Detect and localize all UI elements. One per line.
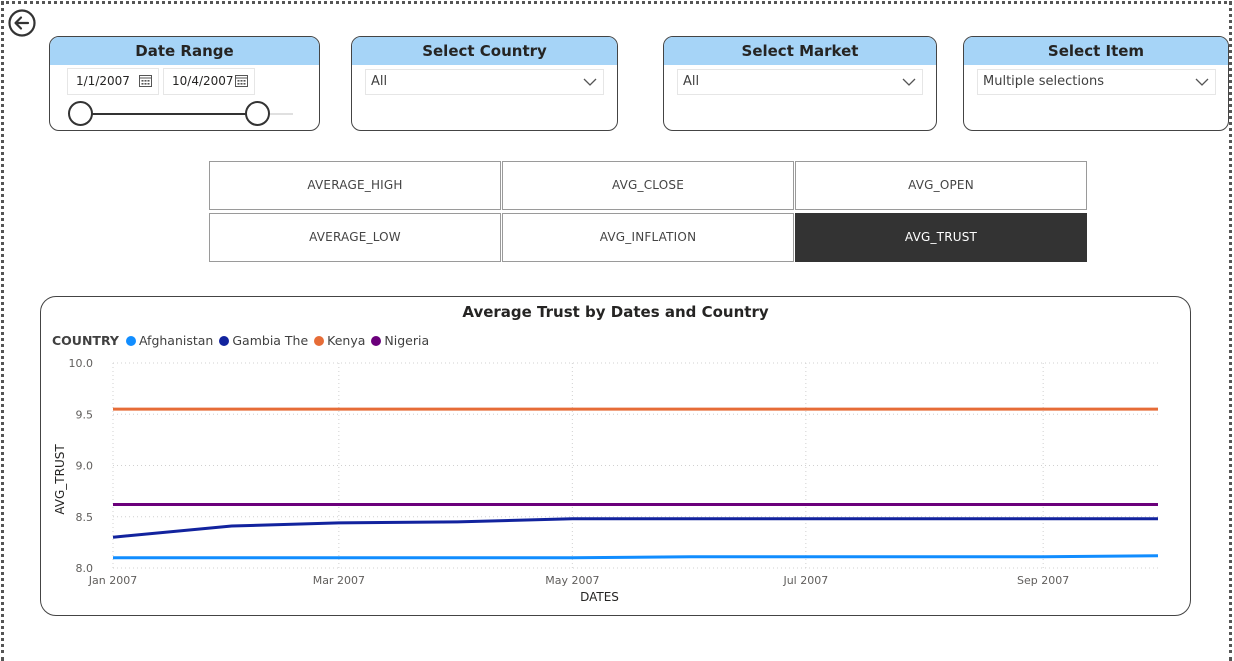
y-tick-label: 10.0 <box>69 357 94 370</box>
legend-item-afghanistan[interactable]: Afghanistan <box>125 333 214 348</box>
item-slicer: Select Item Multiple selections <box>963 36 1229 131</box>
x-axis-title: DATES <box>580 590 619 604</box>
legend-label: Gambia The <box>232 333 309 348</box>
legend-item-kenya[interactable]: Kenya <box>314 333 365 348</box>
market-dropdown-value: All <box>683 74 700 89</box>
measure-button-avg-close[interactable]: AVG_CLOSE <box>502 161 794 210</box>
legend-label: Kenya <box>327 333 366 348</box>
measure-button-avg-trust[interactable]: AVG_TRUST <box>795 213 1087 262</box>
date-range-title: Date Range <box>50 37 319 65</box>
date-slider-rest <box>258 113 293 115</box>
measure-button-average-low[interactable]: AVERAGE_LOW <box>209 213 501 262</box>
end-date-value: 10/4/2007 <box>172 74 234 88</box>
market-slicer-title: Select Market <box>664 37 936 65</box>
chevron-down-icon <box>902 78 916 86</box>
legend-label: Afghanistan <box>138 333 214 348</box>
y-tick-label: 8.5 <box>76 511 94 524</box>
series-line-afghanistan <box>113 554 1159 560</box>
start-date-value: 1/1/2007 <box>76 74 130 88</box>
item-slicer-title: Select Item <box>964 37 1228 65</box>
market-dropdown[interactable]: All <box>677 69 923 95</box>
start-date-input[interactable]: 1/1/2007 <box>67 68 159 95</box>
x-tick-label: Mar 2007 <box>313 574 365 587</box>
legend-marker <box>314 335 325 346</box>
date-slider-start-handle[interactable] <box>68 101 93 126</box>
legend-label: Nigeria <box>384 333 430 348</box>
y-axis-title: AVG_TRUST <box>53 444 67 515</box>
legend-item-gambia[interactable]: Gambia The <box>219 333 308 348</box>
calendar-icon[interactable] <box>235 74 248 87</box>
legend-title: COUNTRY <box>52 333 119 348</box>
x-tick-label: Sep 2007 <box>1017 574 1069 587</box>
country-dropdown[interactable]: All <box>365 69 604 95</box>
date-slider-end-handle[interactable] <box>245 101 270 126</box>
x-tick-label: Jan 2007 <box>88 574 137 587</box>
x-tick-label: May 2007 <box>545 574 599 587</box>
legend-item-nigeria[interactable]: Nigeria <box>371 333 429 348</box>
measure-button-average-high[interactable]: AVERAGE_HIGH <box>209 161 501 210</box>
date-range-slicer: Date Range 1/1/2007 10/4/2007 <box>49 36 320 131</box>
chart-title: Average Trust by Dates and Country <box>462 303 769 321</box>
end-date-input[interactable]: 10/4/2007 <box>163 68 255 95</box>
x-tick-label: Jul 2007 <box>782 574 828 587</box>
legend-marker <box>371 335 382 346</box>
measure-button-avg-open[interactable]: AVG_OPEN <box>795 161 1087 210</box>
y-tick-label: 9.0 <box>76 460 94 473</box>
chevron-down-icon <box>1195 78 1209 86</box>
series-line-gambia-the <box>112 517 1158 539</box>
y-tick-label: 8.0 <box>76 562 94 575</box>
item-dropdown-value: Multiple selections <box>983 74 1104 89</box>
item-dropdown[interactable]: Multiple selections <box>977 69 1216 95</box>
measure-button-avg-inflation[interactable]: AVG_INFLATION <box>502 213 794 262</box>
calendar-icon[interactable] <box>139 74 152 87</box>
date-slider-track[interactable] <box>80 113 258 115</box>
country-slicer: Select Country All <box>351 36 618 131</box>
y-tick-label: 9.5 <box>76 408 94 421</box>
market-slicer: Select Market All <box>663 36 937 131</box>
trust-line-chart: Average Trust by Dates and Country COUNT… <box>40 296 1191 616</box>
chart-legend: COUNTRY Afghanistan Gambia The Kenya Nig… <box>52 333 435 348</box>
chart-plot-area: 8.0 8.5 9.0 9.5 10.0 Jan 2007 Mar 2007 May 2007… <box>53 357 1159 604</box>
chevron-down-icon <box>583 78 597 86</box>
country-slicer-title: Select Country <box>352 37 617 65</box>
legend-marker <box>125 335 136 346</box>
back-arrow-icon[interactable] <box>7 8 37 38</box>
legend-marker <box>219 335 230 346</box>
country-dropdown-value: All <box>371 74 388 89</box>
